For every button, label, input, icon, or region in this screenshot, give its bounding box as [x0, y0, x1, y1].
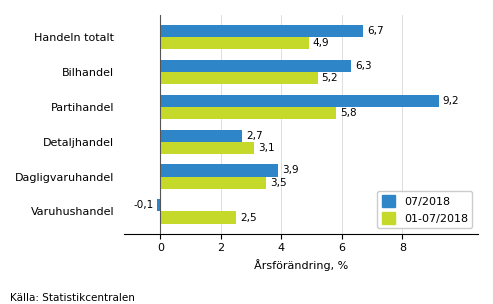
Bar — [160, 212, 236, 224]
Legend: 07/2018, 01-07/2018: 07/2018, 01-07/2018 — [377, 191, 472, 228]
Text: 3,5: 3,5 — [270, 178, 287, 188]
Text: Källa: Statistikcentralen: Källa: Statistikcentralen — [10, 293, 135, 303]
Text: -0,1: -0,1 — [133, 200, 153, 210]
Bar — [157, 199, 160, 212]
Text: 3,9: 3,9 — [282, 165, 299, 175]
Text: 2,5: 2,5 — [240, 212, 256, 223]
X-axis label: Årsförändring, %: Årsförändring, % — [254, 259, 348, 271]
Bar — [160, 142, 254, 154]
Text: 2,7: 2,7 — [246, 131, 263, 141]
Text: 9,2: 9,2 — [443, 96, 459, 106]
Text: 5,8: 5,8 — [340, 108, 356, 118]
Text: 6,7: 6,7 — [367, 26, 384, 36]
Text: 6,3: 6,3 — [355, 61, 372, 71]
Text: 3,1: 3,1 — [258, 143, 275, 153]
Bar — [160, 107, 336, 119]
Bar — [160, 37, 309, 49]
Bar — [160, 72, 317, 84]
Bar — [160, 177, 266, 189]
Bar — [160, 130, 242, 142]
Text: 4,9: 4,9 — [313, 38, 329, 48]
Bar — [160, 164, 279, 177]
Bar — [160, 60, 351, 72]
Bar — [160, 95, 439, 107]
Bar — [160, 25, 363, 37]
Text: 5,2: 5,2 — [321, 73, 338, 83]
